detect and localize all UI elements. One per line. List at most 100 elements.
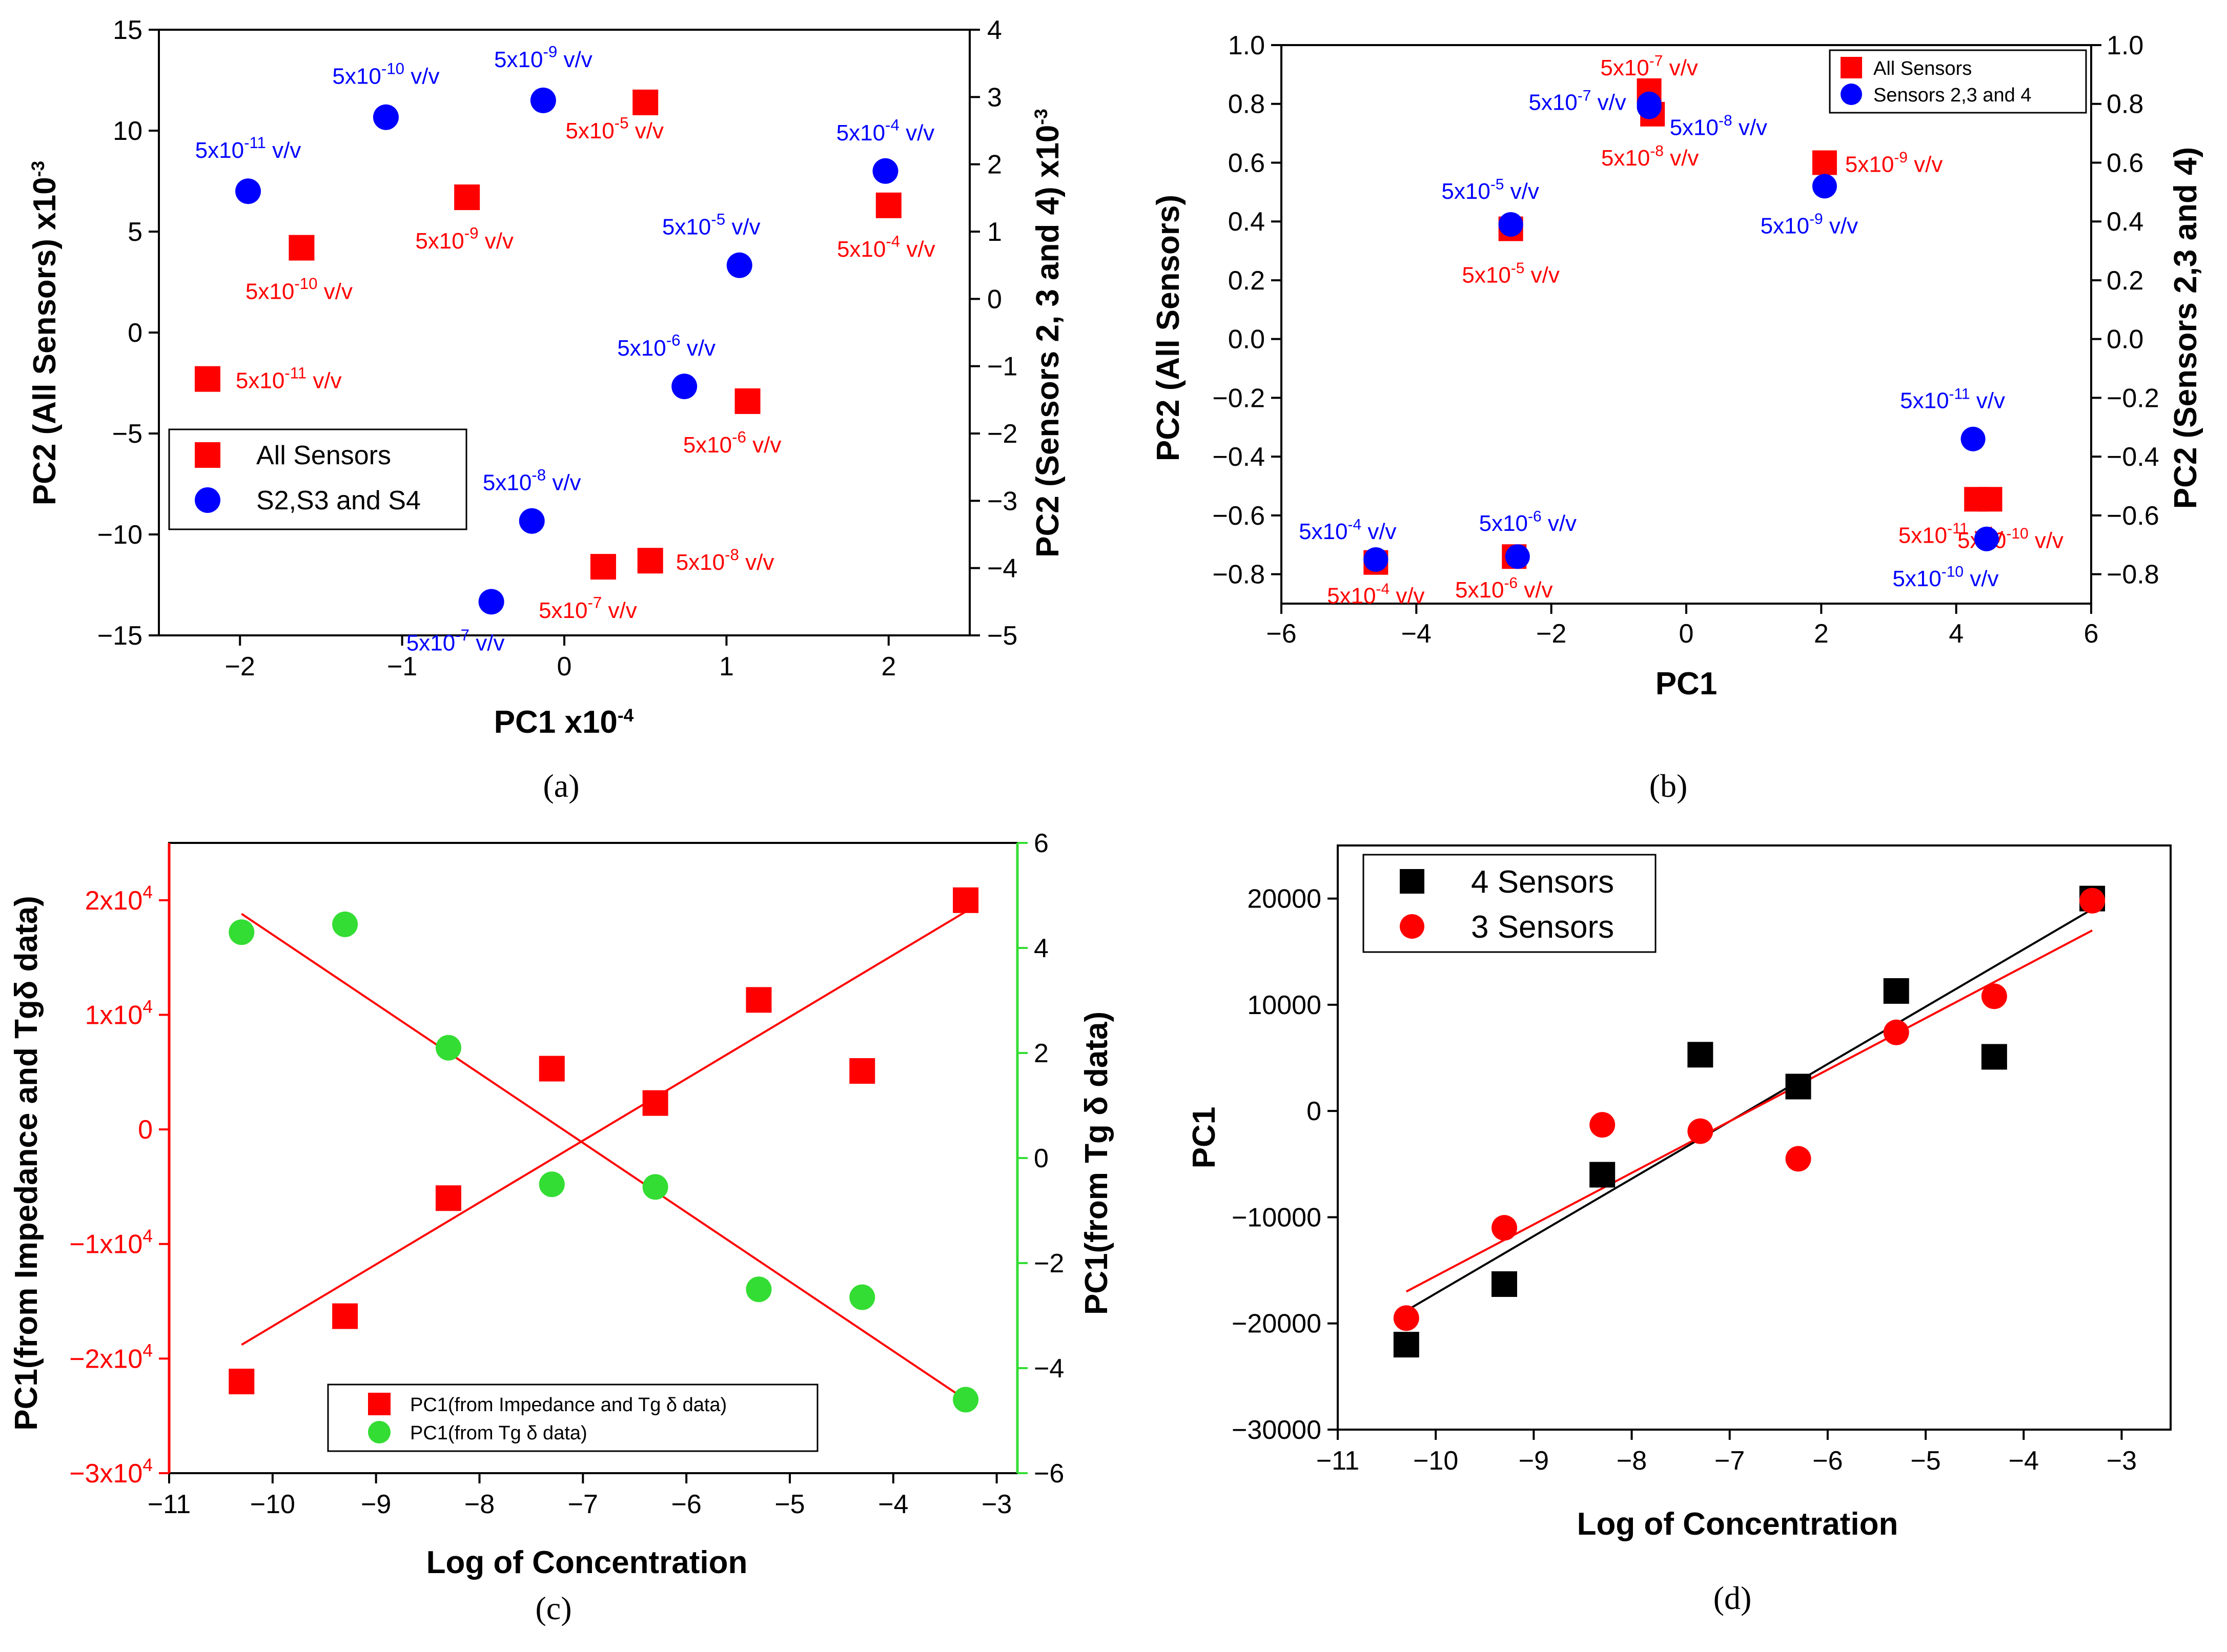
y-tick-label: 0 bbox=[1306, 1097, 1321, 1126]
y-tick-label: 0 bbox=[138, 1115, 153, 1145]
point-label-unit: v/v bbox=[404, 64, 439, 89]
y2-tick-label-text: 2 bbox=[987, 150, 1002, 180]
x-tick-label-text: −6 bbox=[671, 1490, 701, 1519]
point-label-exp: -4 bbox=[885, 116, 900, 134]
y2-tick-label-text: 4 bbox=[1034, 934, 1049, 963]
impedance-point bbox=[642, 1090, 668, 1116]
y-axis-title-text: PC2 (All Sensors) bbox=[1151, 195, 1186, 461]
x-tick-label: −6 bbox=[1812, 1446, 1843, 1476]
point-label-unit: v/v bbox=[629, 118, 664, 143]
y2-tick-label: −2 bbox=[987, 419, 1017, 449]
legend-box bbox=[1829, 49, 2087, 114]
y-tick-label: −10 bbox=[97, 520, 142, 550]
point-label: 5x10-8 v/v bbox=[1670, 112, 1767, 140]
y-tick-label-text: 1x10 bbox=[85, 1000, 143, 1030]
legend-label: All Sensors bbox=[1873, 58, 1972, 79]
y2-tick-label: −3 bbox=[987, 486, 1017, 516]
point-label-unit: v/v bbox=[1542, 511, 1577, 536]
x-tick-label-text: −2 bbox=[225, 652, 255, 682]
three-sensors-point bbox=[1785, 1146, 1811, 1172]
y-tick-label-exp: 4 bbox=[142, 1341, 153, 1361]
legend-label-text: PC1(from Impedance and Tg δ data) bbox=[410, 1394, 727, 1416]
all-sensors-point bbox=[1977, 487, 2003, 512]
y-tick-label: −20000 bbox=[1232, 1309, 1321, 1339]
y2-tick-label-text: −4 bbox=[987, 554, 1017, 584]
point-label-text: 5x10 bbox=[494, 47, 543, 72]
three-sensors-point bbox=[1883, 1019, 1909, 1045]
y-tick-label-text: −5 bbox=[112, 419, 142, 449]
y2-tick-label-text: 3 bbox=[987, 82, 1002, 112]
point-label-exp: -7 bbox=[1578, 87, 1591, 104]
caption-text: (d) bbox=[1713, 1580, 1752, 1616]
all-sensors-point bbox=[632, 89, 659, 115]
point-label: 5x10-7 v/v bbox=[1528, 87, 1626, 115]
y-tick-label-text: −0.4 bbox=[1212, 442, 1265, 472]
three-sensors-point bbox=[1981, 983, 2007, 1009]
x-tick-label-text: −11 bbox=[148, 1490, 191, 1519]
legend-marker bbox=[368, 1393, 391, 1415]
x-tick-label: −9 bbox=[361, 1490, 391, 1519]
s234-point bbox=[1498, 212, 1523, 237]
point-label: 5x10-9 v/v bbox=[494, 43, 592, 72]
three-sensors-point bbox=[1492, 1215, 1517, 1241]
point-label-unit: v/v bbox=[1732, 115, 1767, 140]
tgdelta-point bbox=[746, 1276, 772, 1303]
point-label-text: 5x10 bbox=[1898, 523, 1947, 548]
y2-tick-label-text: 0.2 bbox=[2107, 266, 2143, 296]
point-label-unit: v/v bbox=[318, 279, 353, 304]
x-tick-label-text: −8 bbox=[1617, 1446, 1647, 1476]
legend-marker bbox=[1841, 57, 1862, 78]
point-label-exp: -6 bbox=[1504, 575, 1518, 592]
x-tick-label: 0 bbox=[557, 652, 572, 682]
point-label-exp: -11 bbox=[284, 364, 307, 382]
y2-tick-label-text: 1.0 bbox=[2107, 31, 2143, 60]
caption: (c) bbox=[535, 1590, 571, 1626]
x-tick-label: −4 bbox=[1401, 619, 1432, 649]
four-sensors-point bbox=[1883, 978, 1909, 1004]
x-tick-label-text: 6 bbox=[2084, 619, 2099, 649]
legend-label-text: All Sensors bbox=[1873, 58, 1972, 79]
y2-tick-label-text: 2 bbox=[1034, 1039, 1049, 1068]
point-label: 5x10-11 v/v bbox=[1900, 385, 2005, 413]
point-label: 5x10-9 v/v bbox=[415, 224, 514, 254]
y2-axis-title-text: PC2 (Sensors 2, 3 and 4) x10 bbox=[1030, 125, 1066, 557]
x-tick-label-text: −5 bbox=[1910, 1446, 1940, 1476]
y-tick-label: 20000 bbox=[1247, 884, 1321, 914]
point-label-unit: v/v bbox=[1591, 90, 1626, 115]
x-tick-label-text: −4 bbox=[2009, 1446, 2039, 1476]
tgdelta-point bbox=[953, 1387, 979, 1413]
y-tick-label-exp: 4 bbox=[142, 997, 153, 1017]
x-tick-label-text: −10 bbox=[1413, 1446, 1458, 1476]
s234-point bbox=[1812, 174, 1837, 199]
point-label: 5x10-9 v/v bbox=[1761, 211, 1858, 238]
x-axis-title-text: PC1 x10 bbox=[494, 705, 618, 740]
point-label: 5x10-4 v/v bbox=[1327, 581, 1424, 608]
y2-tick-label-text: −3 bbox=[987, 486, 1017, 516]
x-tick-label-text: −3 bbox=[982, 1490, 1012, 1519]
x-tick-label-text: −6 bbox=[1266, 619, 1296, 649]
s234-point bbox=[1505, 544, 1530, 569]
point-label: 5x10-6 v/v bbox=[683, 428, 782, 458]
point-label-text: 5x10 bbox=[1479, 511, 1528, 536]
x-tick-label: 4 bbox=[1949, 619, 1964, 649]
x-tick-label-text: −9 bbox=[1519, 1446, 1549, 1476]
point-label-unit: v/v bbox=[1964, 566, 1998, 591]
point-label-unit: v/v bbox=[1390, 584, 1424, 609]
point-label-unit: v/v bbox=[266, 138, 301, 163]
x-tick-label-text: −3 bbox=[2107, 1446, 2137, 1476]
x-tick-label: −5 bbox=[774, 1490, 805, 1519]
point-label: 5x10-5 v/v bbox=[1462, 260, 1559, 287]
y2-tick-label: −0.8 bbox=[2107, 560, 2159, 590]
point-label: 5x10-4 v/v bbox=[836, 116, 935, 145]
tgdelta-point bbox=[539, 1171, 565, 1197]
x-axis-title: PC1 x10-4 bbox=[494, 705, 634, 740]
y-tick-label-text: −0.8 bbox=[1212, 560, 1265, 590]
y2-axis-title: PC2 (Sensors 2,3 and 4) bbox=[2168, 147, 2203, 509]
x-tick-label-text: 0 bbox=[557, 652, 572, 682]
point-label-text: 5x10 bbox=[1299, 519, 1347, 544]
point-label-text: 5x10 bbox=[415, 229, 464, 254]
point-label-text: 5x10 bbox=[565, 118, 614, 143]
x-tick-label-text: 4 bbox=[1949, 619, 1964, 649]
x-tick-label: −3 bbox=[2107, 1446, 2137, 1476]
